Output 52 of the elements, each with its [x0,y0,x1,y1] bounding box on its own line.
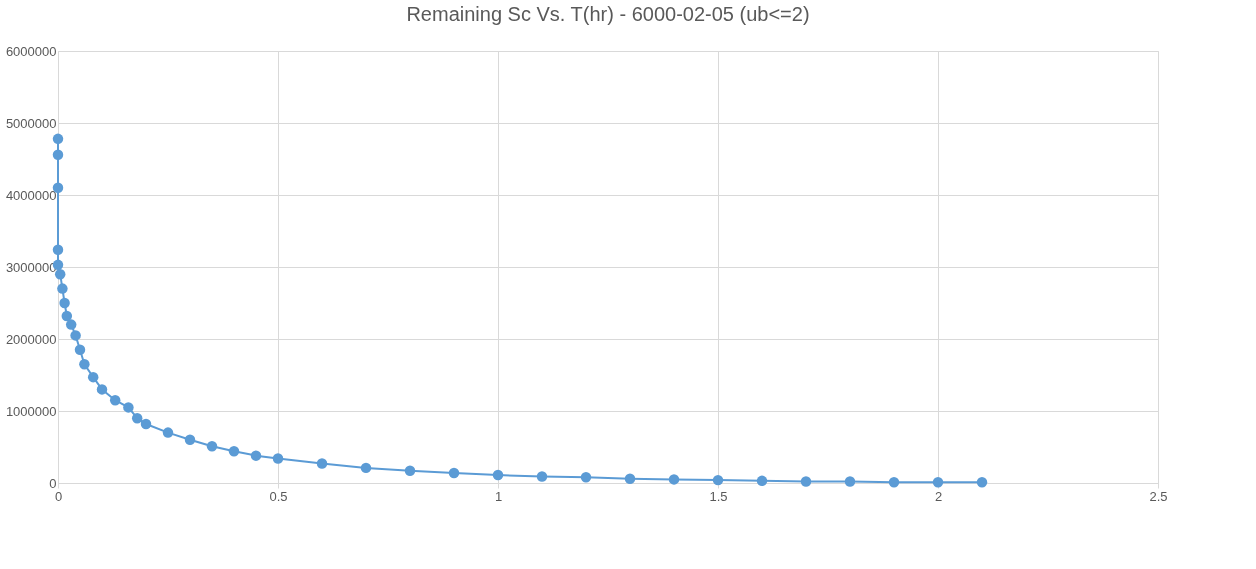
point [54,268,66,280]
x-tick-label: 1.5 [709,488,728,504]
point [932,477,944,488]
point [360,462,372,474]
point [87,371,99,383]
point [57,283,68,294]
y-tick-label: 6000000 [5,43,57,59]
x-tick-label: 2.5 [1149,488,1168,504]
x-tick-label: 1 [494,488,503,504]
point [61,310,73,322]
point [316,458,328,469]
point [206,441,218,452]
point [79,358,90,370]
x-tick-label: 0.5 [269,488,288,504]
y-tick-label: 1000000 [5,403,57,419]
point [140,418,152,430]
point [712,474,724,486]
point [131,412,143,424]
point [65,319,77,330]
point [492,469,504,481]
point [668,474,680,485]
x-tick-label: 2 [934,488,943,504]
point [976,477,988,488]
point [52,244,64,255]
point [162,427,174,438]
y-tick-label: 3000000 [5,259,57,275]
chart-title: Remaining Sc Vs. T(hr) - 6000-02-05 (ub<=2) [406,3,810,25]
y-tick-label: 5000000 [5,115,57,131]
point [448,467,460,479]
point [888,477,900,488]
y-tick-label: 2000000 [5,331,57,347]
point [123,402,134,413]
point [536,471,548,482]
point [59,297,70,309]
point [844,476,856,487]
point [70,330,81,341]
point [800,476,812,487]
point [756,475,768,487]
point [580,472,592,483]
point [52,149,64,160]
point [96,384,108,395]
point [74,344,86,356]
point [272,453,284,464]
point [250,450,262,461]
point [404,465,416,476]
y-tick-label: 4000000 [5,187,57,203]
y-tick-label: 0 [49,475,57,491]
point [184,434,196,446]
point [228,446,240,457]
point [52,133,64,145]
point [624,473,636,484]
point [109,394,121,406]
